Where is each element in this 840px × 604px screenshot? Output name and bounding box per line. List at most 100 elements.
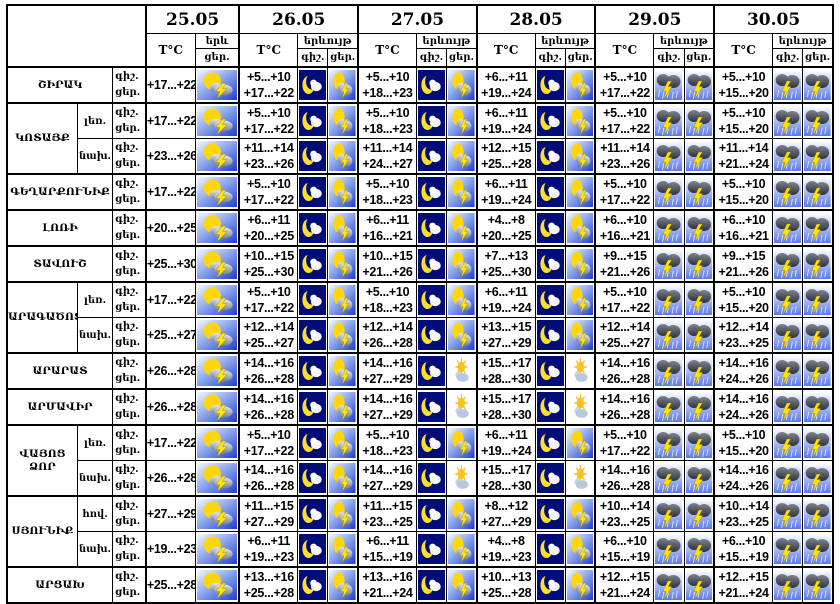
weather-icon-cell xyxy=(772,531,804,568)
temp-cell: +17...+22 xyxy=(144,424,196,461)
day-temp: +20...+25 xyxy=(146,221,196,235)
storm-lightning-rain-icon xyxy=(655,177,683,207)
weather-icon-cell xyxy=(683,495,715,532)
weather-icon-cell xyxy=(802,531,834,568)
night-day-label: գիշ. ցեր. xyxy=(112,460,147,497)
weather-icon-cell xyxy=(653,138,685,175)
moon-cloud-icon xyxy=(417,70,446,100)
day-temp: +24...+27 xyxy=(362,157,413,171)
day-temp: +18...+23 xyxy=(362,122,413,136)
weather-icon-cell xyxy=(446,102,478,139)
storm-lightning-rain-icon xyxy=(655,463,683,493)
day-temp: +27...+29 xyxy=(243,515,294,529)
day-temp: +17...+22 xyxy=(243,122,294,136)
weather-icon-cell xyxy=(194,424,240,461)
sun-cloud-lightning-icon xyxy=(448,428,475,458)
night-col-header: գիշ. xyxy=(772,48,804,68)
night-temp: +12...+14 xyxy=(362,320,413,334)
weather-icon-cell xyxy=(297,531,329,568)
temp-cell: +14...+16 +24...+26 xyxy=(713,352,774,390)
weather-icon-cell xyxy=(802,460,834,497)
weather-icon-cell xyxy=(564,566,596,604)
temp-cell: +11...+15 +23...+25 xyxy=(357,495,417,532)
temp-cell: +6...+11 +20...+25 xyxy=(238,209,299,247)
temp-cell: +10...+15 +21...+26 xyxy=(357,245,417,283)
day-label: ցեր. xyxy=(115,158,141,169)
temp-cell: +12...+14 +23...+25 xyxy=(713,317,774,354)
weather-icon-cell xyxy=(297,209,329,247)
storm-lightning-rain-icon xyxy=(655,499,683,529)
night-temp: +5...+10 xyxy=(247,285,291,299)
weather-icon-cell xyxy=(653,352,685,390)
phenomenon-header: երև xyxy=(194,33,240,49)
weather-icon-cell xyxy=(564,66,596,104)
storm-lightning-rain-icon xyxy=(804,141,831,171)
day-temp: +17...+22 xyxy=(599,444,650,458)
weather-icon-cell xyxy=(415,424,448,461)
temp-cell: +5...+10 +17...+22 xyxy=(238,102,299,139)
moon-cloud-icon xyxy=(536,141,564,171)
day-temp: +25...+27 xyxy=(146,328,196,342)
temp-cell: +5...+10 +17...+22 xyxy=(594,66,655,104)
storm-lightning-rain-icon xyxy=(655,570,683,600)
night-day-label: գիշ. ցեր. xyxy=(112,245,147,283)
weather-icon-cell xyxy=(327,460,359,497)
weather-icon-cell xyxy=(415,317,448,354)
weather-icon-cell xyxy=(564,388,596,426)
weather-icon-cell xyxy=(446,495,478,532)
night-temp: +6...+11 xyxy=(484,285,528,299)
region-label: ԱՐՄԱՎԻՐ xyxy=(6,388,114,426)
day-label: ցեր. xyxy=(115,87,141,98)
storm-lightning-rain-icon xyxy=(804,463,831,493)
weather-icon-cell xyxy=(534,424,566,461)
sun-cloud-lightning-icon xyxy=(196,213,238,243)
temp-cell: +6...+11 +19...+24 xyxy=(475,173,536,211)
weather-icon-cell xyxy=(194,352,240,390)
day-temp: +28...+30 xyxy=(481,479,532,493)
weather-icon-cell xyxy=(683,352,715,390)
weather-icon-cell xyxy=(194,317,240,354)
day-temp: +25...+28 xyxy=(243,586,294,600)
day-temp: +25...+27 xyxy=(243,336,294,350)
sun-cloud-lightning-icon xyxy=(448,70,475,100)
day-temp: +28...+30 xyxy=(481,408,532,422)
moon-cloud-icon xyxy=(417,534,446,564)
storm-lightning-rain-icon xyxy=(774,285,802,315)
weather-icon-cell xyxy=(564,281,596,318)
day-temp: +21...+24 xyxy=(718,586,769,600)
temp-cell: +12...+15 +21...+24 xyxy=(594,566,655,604)
moon-cloud-icon xyxy=(299,285,327,315)
weather-icon-cell xyxy=(772,209,804,247)
night-temp: +14...+16 xyxy=(243,392,294,406)
day-temp: +20...+25 xyxy=(243,229,294,243)
weather-icon-cell xyxy=(802,388,834,426)
storm-lightning-rain-icon xyxy=(774,213,802,243)
moon-cloud-icon xyxy=(299,356,327,386)
temp-cell: +26...+28 xyxy=(144,460,196,497)
night-temp: +14...+16 xyxy=(718,356,769,370)
sub-region-label: նախ. xyxy=(76,317,114,354)
weather-icon-cell xyxy=(564,424,596,461)
day-temp: +19...+24 xyxy=(481,86,532,100)
day-temp: +15...+19 xyxy=(599,550,650,564)
sun-cloud-lightning-icon xyxy=(448,285,475,315)
moon-cloud-icon xyxy=(417,285,446,315)
night-temp: +12...+14 xyxy=(599,320,650,334)
sun-cloud-lightning-icon xyxy=(448,499,475,529)
temp-cell: +9...+15 +21...+26 xyxy=(713,245,774,283)
night-temp: +13...+16 xyxy=(243,570,294,584)
day-temp: +25...+28 xyxy=(146,578,196,592)
moon-cloud-icon xyxy=(299,320,327,350)
weather-icon-cell xyxy=(802,102,834,139)
day-temp: +21...+24 xyxy=(362,586,413,600)
weather-icon-cell xyxy=(446,352,478,390)
weather-icon-cell xyxy=(327,281,359,318)
night-temp: +14...+16 xyxy=(243,356,294,370)
moon-cloud-icon xyxy=(536,249,564,279)
night-label: գիշ. xyxy=(115,464,139,475)
weather-icon-cell xyxy=(327,245,359,283)
temp-cell: +5...+10 +18...+23 xyxy=(357,424,417,461)
storm-lightning-rain-icon xyxy=(774,534,802,564)
temp-cell: +27...+29 xyxy=(144,495,196,532)
night-temp: +5...+10 xyxy=(365,177,410,191)
